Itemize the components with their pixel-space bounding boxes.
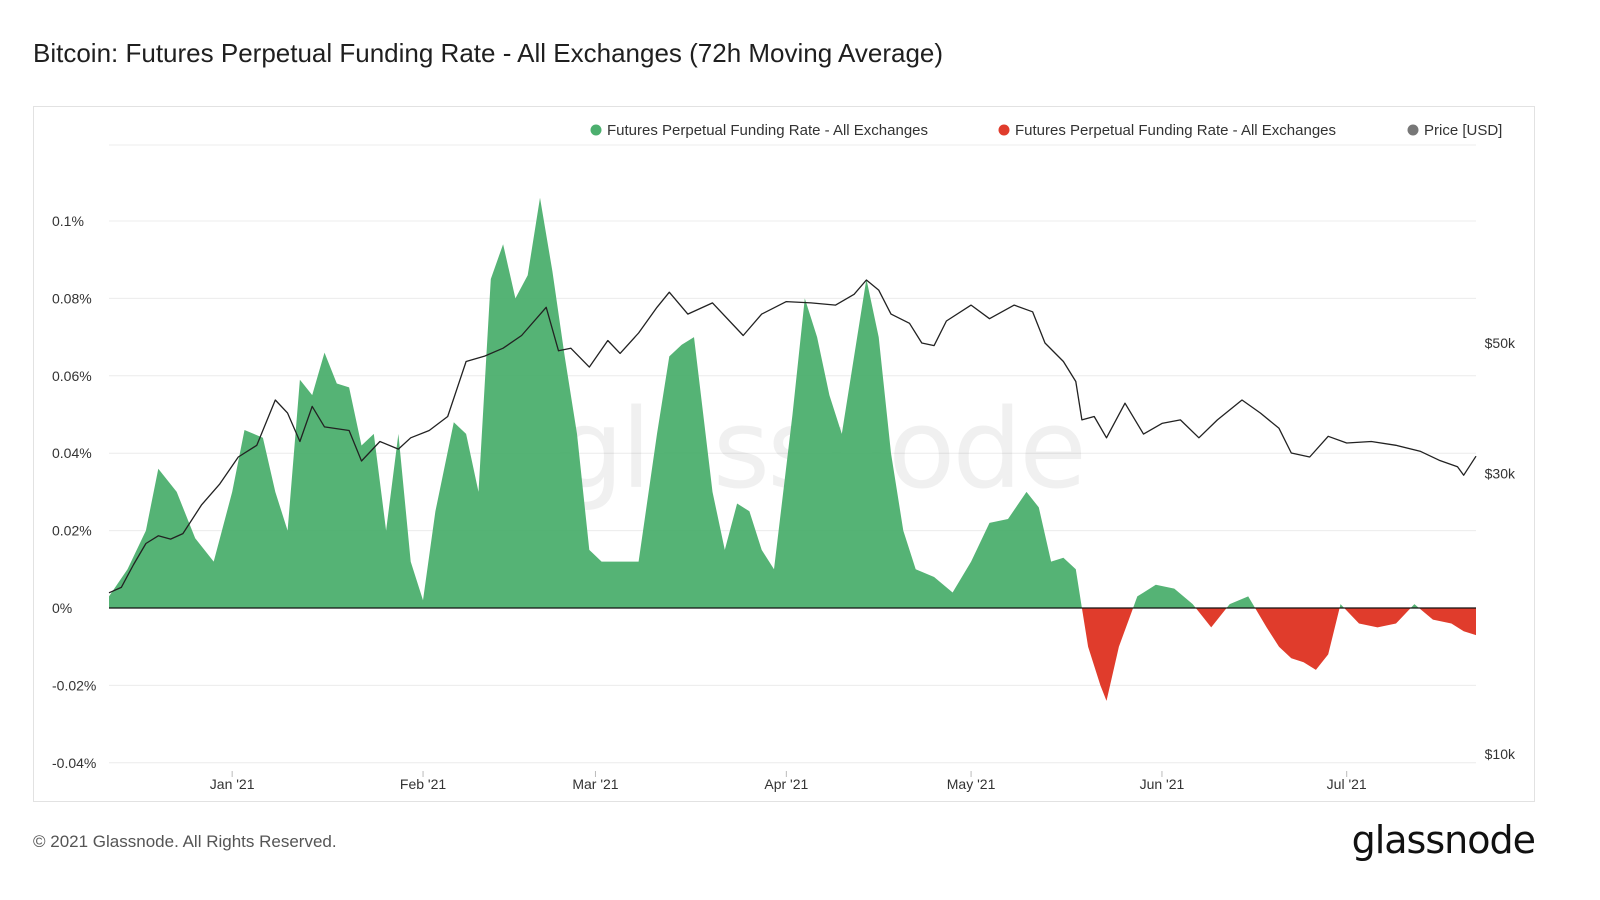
funding-rate-areas — [109, 197, 1476, 701]
x-axis: Jan '21 Feb '21 Mar '21 Apr '21 May '21 Jun '… — [210, 771, 1367, 792]
price-tick-label: $30k — [1485, 465, 1516, 481]
x-tick-label: Jul '21 — [1327, 776, 1367, 792]
price-tick-label: $50k — [1485, 335, 1516, 351]
chart-title: Bitcoin: Futures Perpetual Funding Rate … — [33, 38, 944, 68]
funding-positive-area — [109, 197, 1419, 609]
legend-label-price: Price [USD] — [1424, 122, 1502, 139]
y-tick-label: 0.06% — [52, 368, 92, 384]
chart-panel: glassnode 0.1%0.08%0.06%0.04%0.02%0%-0.0… — [33, 106, 1535, 802]
legend: Futures Perpetual Funding Rate - All Exc… — [590, 122, 1503, 139]
y-tick-label: 0% — [52, 600, 72, 616]
funding-negative-area — [1081, 608, 1476, 701]
legend-item-funding-positive[interactable]: Futures Perpetual Funding Rate - All Exc… — [590, 122, 929, 139]
legend-label-funding-negative: Futures Perpetual Funding Rate - All Exc… — [1015, 122, 1336, 139]
y-tick-label: 0.04% — [52, 445, 92, 461]
copyright-footer: © 2021 Glassnode. All Rights Reserved. — [33, 832, 337, 851]
x-tick-label: Mar '21 — [572, 776, 618, 792]
glassnode-logo[interactable]: glassnode — [1351, 818, 1536, 862]
x-tick-label: Jan '21 — [210, 776, 255, 792]
legend-item-funding-negative[interactable]: Futures Perpetual Funding Rate - All Exc… — [998, 122, 1337, 139]
x-tick-label: Apr '21 — [764, 776, 808, 792]
y-tick-label: 0.02% — [52, 523, 92, 539]
y-axis-left: 0.1% 0.08% 0.06% 0.04% 0.02% 0% -0.02% -0.04% — [52, 213, 96, 771]
x-tick-label: Feb '21 — [400, 776, 446, 792]
x-tick-label: May '21 — [947, 776, 996, 792]
y-tick-label: -0.02% — [52, 677, 96, 693]
price-line — [108, 279, 1477, 594]
y-tick-label: 0.1% — [52, 213, 84, 229]
y-tick-label: -0.04% — [52, 755, 96, 771]
legend-item-price[interactable]: Price [USD] — [1407, 122, 1503, 139]
y-tick-label: 0.08% — [52, 290, 92, 306]
legend-label-funding-positive: Futures Perpetual Funding Rate - All Exc… — [607, 122, 928, 139]
y-axis-right: $50k $30k $10k — [1485, 335, 1516, 762]
chart-svg: glassnode 0.1%0.08%0.06%0.04%0.02%0%-0.0… — [52, 122, 1516, 792]
x-tick-label: Jun '21 — [1140, 776, 1185, 792]
price-tick-label: $10k — [1485, 746, 1516, 762]
